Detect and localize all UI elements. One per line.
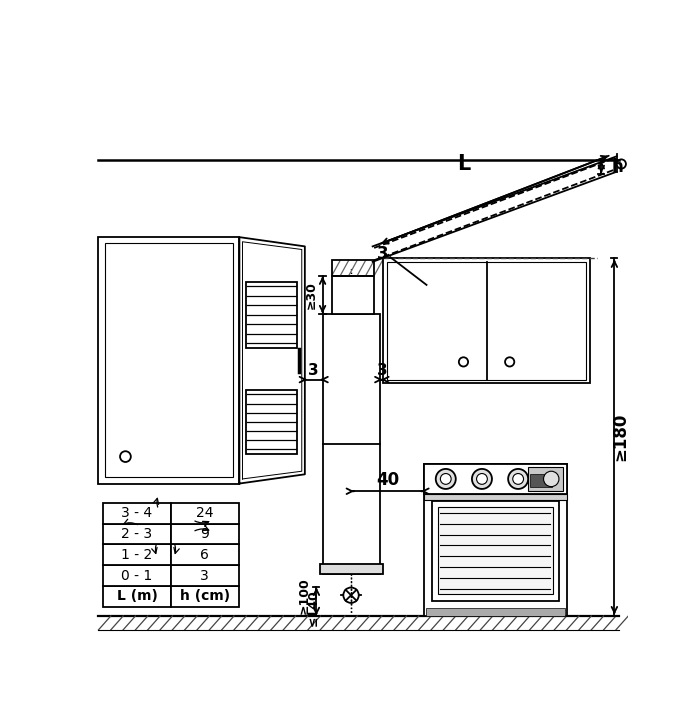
Text: 9: 9	[200, 527, 209, 541]
Text: 3 - 4: 3 - 4	[121, 506, 153, 521]
Text: 6: 6	[200, 548, 209, 562]
Text: 24: 24	[196, 506, 214, 521]
Bar	[171, 566, 239, 586]
Circle shape	[505, 357, 514, 367]
Bar	[103, 586, 171, 607]
Circle shape	[435, 469, 456, 489]
Text: L (m): L (m)	[117, 589, 158, 603]
Text: 3: 3	[200, 568, 209, 583]
Bar	[387, 262, 586, 380]
Text: ≥180: ≥180	[612, 413, 629, 461]
Bar	[171, 523, 239, 544]
Circle shape	[477, 473, 487, 484]
Bar	[332, 260, 375, 276]
Circle shape	[512, 473, 524, 484]
Text: 3: 3	[309, 362, 319, 378]
Bar	[323, 314, 380, 573]
Text: ≤140: ≤140	[307, 589, 320, 626]
Bar	[384, 258, 589, 384]
Text: h: h	[612, 158, 624, 176]
Circle shape	[120, 451, 131, 462]
Bar	[528, 467, 563, 492]
Bar	[426, 608, 565, 616]
Text: L: L	[457, 154, 470, 174]
Bar	[531, 473, 552, 487]
Circle shape	[543, 471, 559, 486]
Text: 40: 40	[376, 471, 399, 489]
Bar	[105, 244, 233, 477]
Text: 0 - 1: 0 - 1	[121, 568, 153, 583]
Text: 1 - 2: 1 - 2	[121, 548, 153, 562]
Bar	[246, 281, 297, 348]
Bar	[99, 237, 239, 484]
Bar	[171, 503, 239, 523]
Circle shape	[472, 469, 492, 489]
Circle shape	[440, 473, 451, 484]
Bar	[432, 501, 559, 600]
Bar	[103, 544, 171, 566]
Text: h (cm): h (cm)	[180, 589, 230, 603]
Text: ≥30: ≥30	[305, 281, 318, 309]
Bar	[424, 464, 567, 494]
Bar	[141, 511, 192, 541]
Bar	[246, 390, 297, 454]
Bar	[332, 276, 375, 314]
Bar	[424, 464, 567, 616]
Bar	[103, 523, 171, 544]
Text: 2 - 3: 2 - 3	[121, 527, 153, 541]
Circle shape	[508, 469, 528, 489]
Bar	[424, 494, 567, 500]
Bar	[171, 586, 239, 607]
Bar	[103, 566, 171, 586]
Text: 3: 3	[377, 245, 388, 263]
Bar	[321, 564, 383, 573]
Text: 3: 3	[377, 362, 387, 378]
Bar	[103, 503, 171, 523]
Bar	[438, 507, 553, 594]
Circle shape	[617, 160, 626, 169]
Bar	[171, 544, 239, 566]
Text: ≥100: ≥100	[298, 577, 311, 613]
Circle shape	[459, 357, 468, 367]
